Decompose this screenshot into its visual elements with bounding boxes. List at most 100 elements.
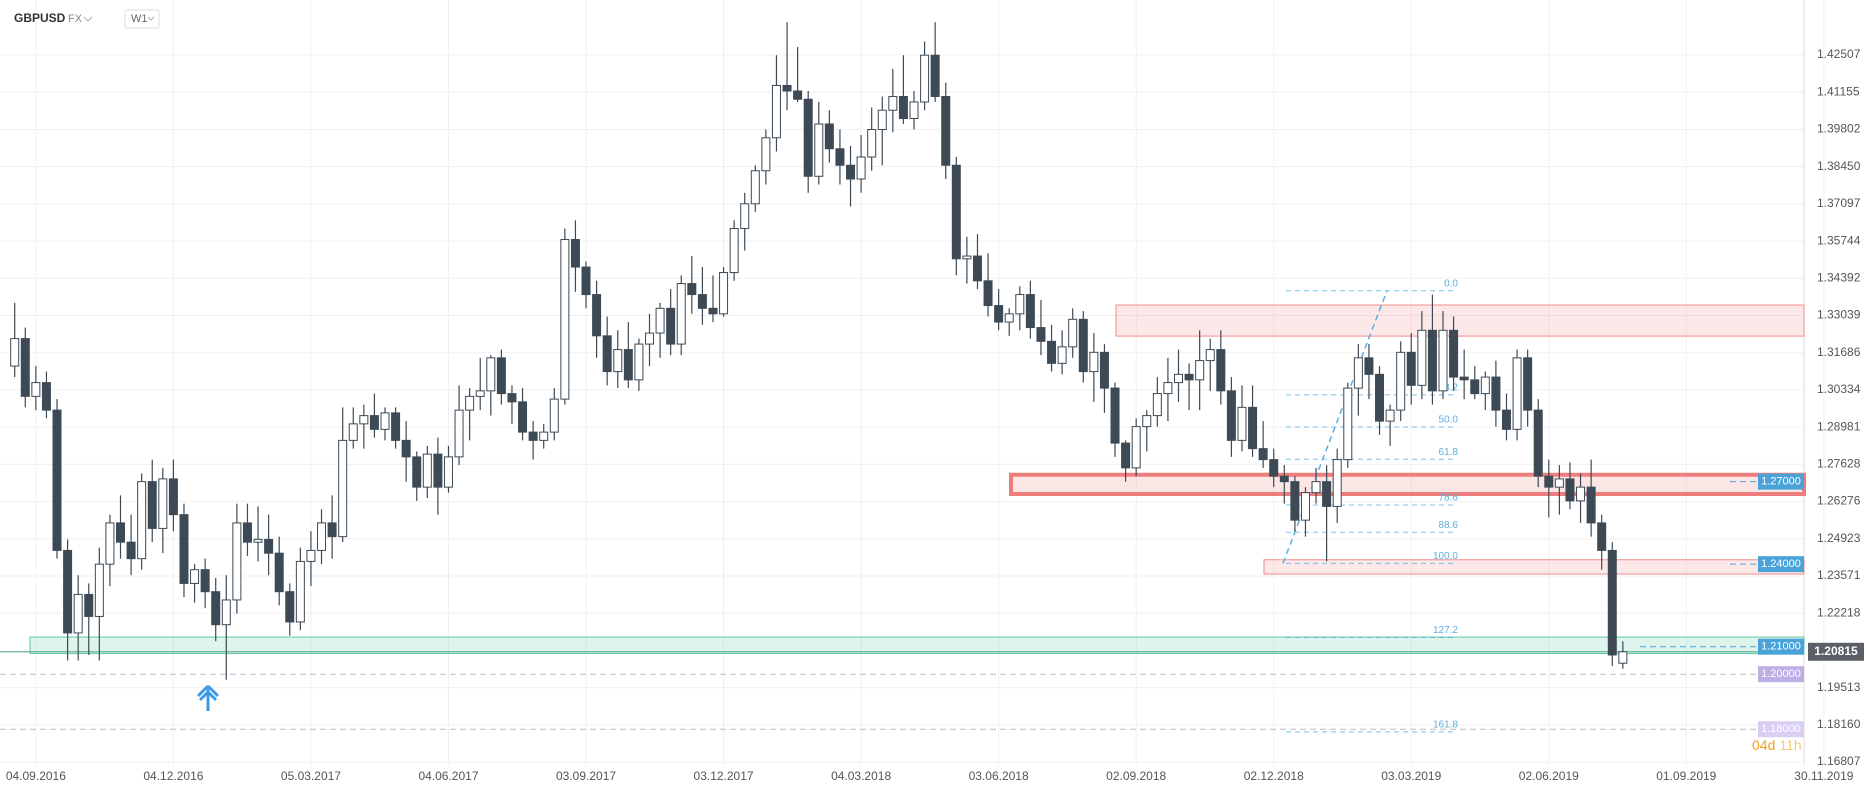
x-tick-label: 02.09.2018 [1106, 769, 1166, 783]
candle-body [1226, 390, 1236, 441]
timer-days: 04d [1752, 737, 1775, 753]
candle-body [729, 228, 739, 274]
fib-label: 0.0 [1444, 278, 1458, 289]
candle-body [465, 395, 475, 411]
candle-body [84, 593, 94, 617]
candle-body [1565, 478, 1575, 502]
timer-hours: 11h [1779, 737, 1801, 753]
candle-body [295, 560, 305, 623]
candle-body [835, 148, 845, 166]
candle-body [200, 569, 210, 593]
candle-body [31, 382, 41, 397]
symbol[interactable]: GBPUSD [14, 11, 66, 25]
y-tick-label: 1.22218 [1817, 605, 1861, 619]
candle-body [1163, 382, 1173, 395]
candle-body [856, 156, 866, 180]
fib-label: 50.0 [1439, 415, 1459, 426]
candle-body [972, 255, 982, 282]
candle-body [1152, 393, 1162, 417]
timer: 04d 11h [1752, 737, 1802, 753]
market[interactable]: FX [68, 13, 83, 25]
price-tag [1758, 556, 1804, 573]
candle-body [391, 412, 401, 441]
fib-label: 100.0 [1433, 551, 1458, 562]
candle-body [951, 164, 961, 260]
candle-body [1184, 373, 1194, 381]
candle-body [898, 95, 908, 119]
candle-body [1036, 327, 1046, 342]
candle-body [1597, 522, 1607, 551]
market-dropdown[interactable] [83, 16, 93, 22]
zone [29, 636, 1805, 655]
candle-body [634, 343, 644, 381]
candle-body [401, 439, 411, 458]
candle-body [1491, 376, 1501, 411]
price-tag-label: 1.27000 [1761, 476, 1801, 488]
candle-body [137, 481, 147, 560]
candle-body [983, 280, 993, 307]
price-tag-label: 1.21000 [1761, 641, 1801, 653]
y-tick-label: 1.37097 [1817, 196, 1861, 210]
candle-body [1004, 313, 1014, 323]
candle-body [1279, 475, 1289, 483]
candle-body [666, 307, 676, 345]
candle-body [1290, 481, 1300, 521]
candle-body [1047, 340, 1057, 364]
x-tick-label: 01.09.2019 [1656, 769, 1716, 783]
candle-body [549, 398, 559, 433]
candle-body [1174, 373, 1183, 384]
candle-body [655, 307, 665, 334]
fib-label: 61.8 [1439, 447, 1459, 458]
candle-body [147, 481, 157, 529]
y-tick-label: 1.33039 [1817, 308, 1861, 322]
candle-body [306, 549, 316, 562]
candle-body [1300, 492, 1310, 521]
candle-body [793, 90, 803, 100]
y-tick-label: 1.26276 [1817, 494, 1861, 508]
fib-label: 38.2 [1439, 382, 1459, 393]
x-tick-label: 03.12.2017 [694, 769, 754, 783]
zone [1263, 559, 1805, 575]
candle-body [1438, 329, 1448, 392]
x-tick-label: 04.03.2018 [831, 769, 891, 783]
interval-dropdown[interactable] [147, 16, 155, 21]
candle-body [422, 453, 432, 488]
y-tick-label: 1.42507 [1817, 47, 1861, 61]
candle-body [962, 255, 972, 260]
interval-box[interactable] [124, 9, 160, 29]
candle-body [41, 382, 51, 411]
candle-body [1375, 373, 1385, 422]
candle-body [1269, 459, 1279, 477]
candle-body [1142, 415, 1152, 428]
candle-body [1427, 329, 1437, 392]
candle-body [1015, 294, 1025, 315]
candle-body [52, 409, 62, 551]
candle-body [1121, 442, 1131, 469]
candle-body [750, 170, 760, 205]
interval[interactable]: W1 [131, 13, 148, 25]
candle-body [1025, 294, 1035, 329]
candle-body [782, 84, 792, 92]
candle-body [1237, 406, 1247, 441]
x-tick-label: 03.06.2018 [969, 769, 1029, 783]
fib-label: 88.6 [1439, 520, 1459, 531]
zone [1009, 472, 1806, 497]
candle-body [1607, 549, 1617, 656]
candle-body [1480, 376, 1490, 395]
candle-body [1523, 357, 1533, 411]
candle-body [369, 415, 379, 430]
y-tick-label: 1.16807 [1817, 754, 1861, 768]
candle-body [63, 549, 73, 634]
arrow-icon [196, 684, 220, 711]
y-tick-label: 1.35744 [1817, 233, 1861, 247]
candle-body [1501, 409, 1511, 430]
candle-body [592, 294, 602, 337]
candle-body [1618, 651, 1628, 664]
y-tick-label: 1.34392 [1817, 270, 1861, 284]
candle-body [1131, 426, 1141, 469]
candle-body [581, 266, 591, 296]
candle-body [740, 203, 750, 230]
candle-body [941, 95, 951, 166]
candle-body [443, 456, 453, 488]
